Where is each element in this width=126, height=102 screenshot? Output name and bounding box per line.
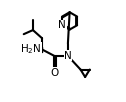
Text: N: N — [64, 51, 72, 61]
Text: O: O — [51, 68, 59, 78]
Text: H$_2$N: H$_2$N — [20, 43, 41, 56]
Text: N: N — [58, 20, 66, 30]
